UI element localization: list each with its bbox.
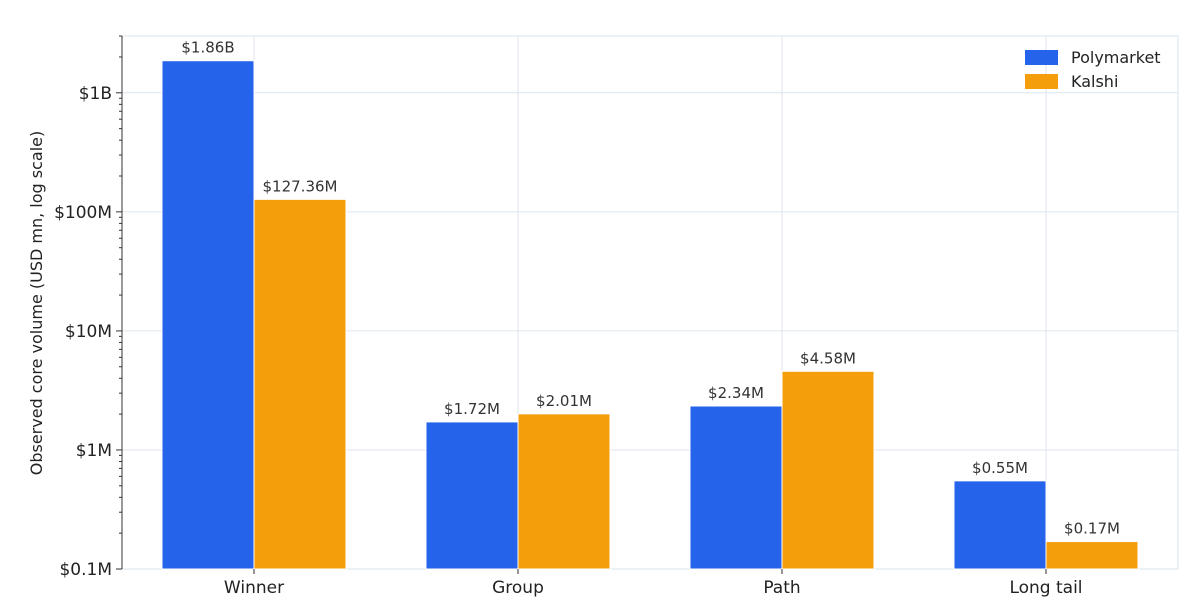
axis-layer: $0.1M $1M $10M $100M $1B Winner Group Path Long … <box>54 35 1083 598</box>
bar-value-label: $2.34M <box>708 384 764 402</box>
bar-kalshi <box>253 198 347 570</box>
bar-layer <box>161 60 1139 570</box>
legend-label: Kalshi <box>1071 72 1118 91</box>
legend: Polymarket Kalshi <box>1025 48 1161 91</box>
bar-value-label: $4.58M <box>800 349 856 367</box>
bar-value-label: $1.86B <box>181 39 234 57</box>
x-tick-label: Path <box>763 578 800 598</box>
y-tick-label: $10M <box>65 322 112 342</box>
y-tick-label: $1M <box>76 441 112 461</box>
x-tick-label: Long tail <box>1009 578 1082 598</box>
bar-value-label: $1.72M <box>444 400 500 418</box>
bar-polymarket <box>953 480 1047 570</box>
bar-polymarket <box>161 60 255 570</box>
bar-value-label: $0.55M <box>972 459 1028 477</box>
legend-swatch <box>1025 50 1058 65</box>
data-label-layer: $1.86B $127.36M $1.72M $2.01M $2.34M $4.58M $0… <box>181 39 1120 538</box>
y-tick-label: $1B <box>79 84 112 104</box>
legend-swatch <box>1025 74 1058 89</box>
x-tick-label: Winner <box>224 578 284 598</box>
legend-label: Polymarket <box>1071 48 1161 67</box>
bar-kalshi <box>781 370 875 570</box>
y-axis-title: Observed core volume (USD mn, log scale) <box>27 131 46 476</box>
y-tick-label: $0.1M <box>59 560 112 580</box>
bar-value-label: $127.36M <box>263 177 338 195</box>
bar-polymarket <box>425 421 519 570</box>
bar-kalshi <box>1045 541 1139 570</box>
bar-polymarket <box>689 405 783 570</box>
bar-value-label: $0.17M <box>1064 520 1120 538</box>
y-tick-label: $100M <box>54 203 112 223</box>
x-tick-label: Group <box>492 578 544 598</box>
bar-value-label: $2.01M <box>536 392 592 410</box>
bar-kalshi <box>517 413 611 570</box>
